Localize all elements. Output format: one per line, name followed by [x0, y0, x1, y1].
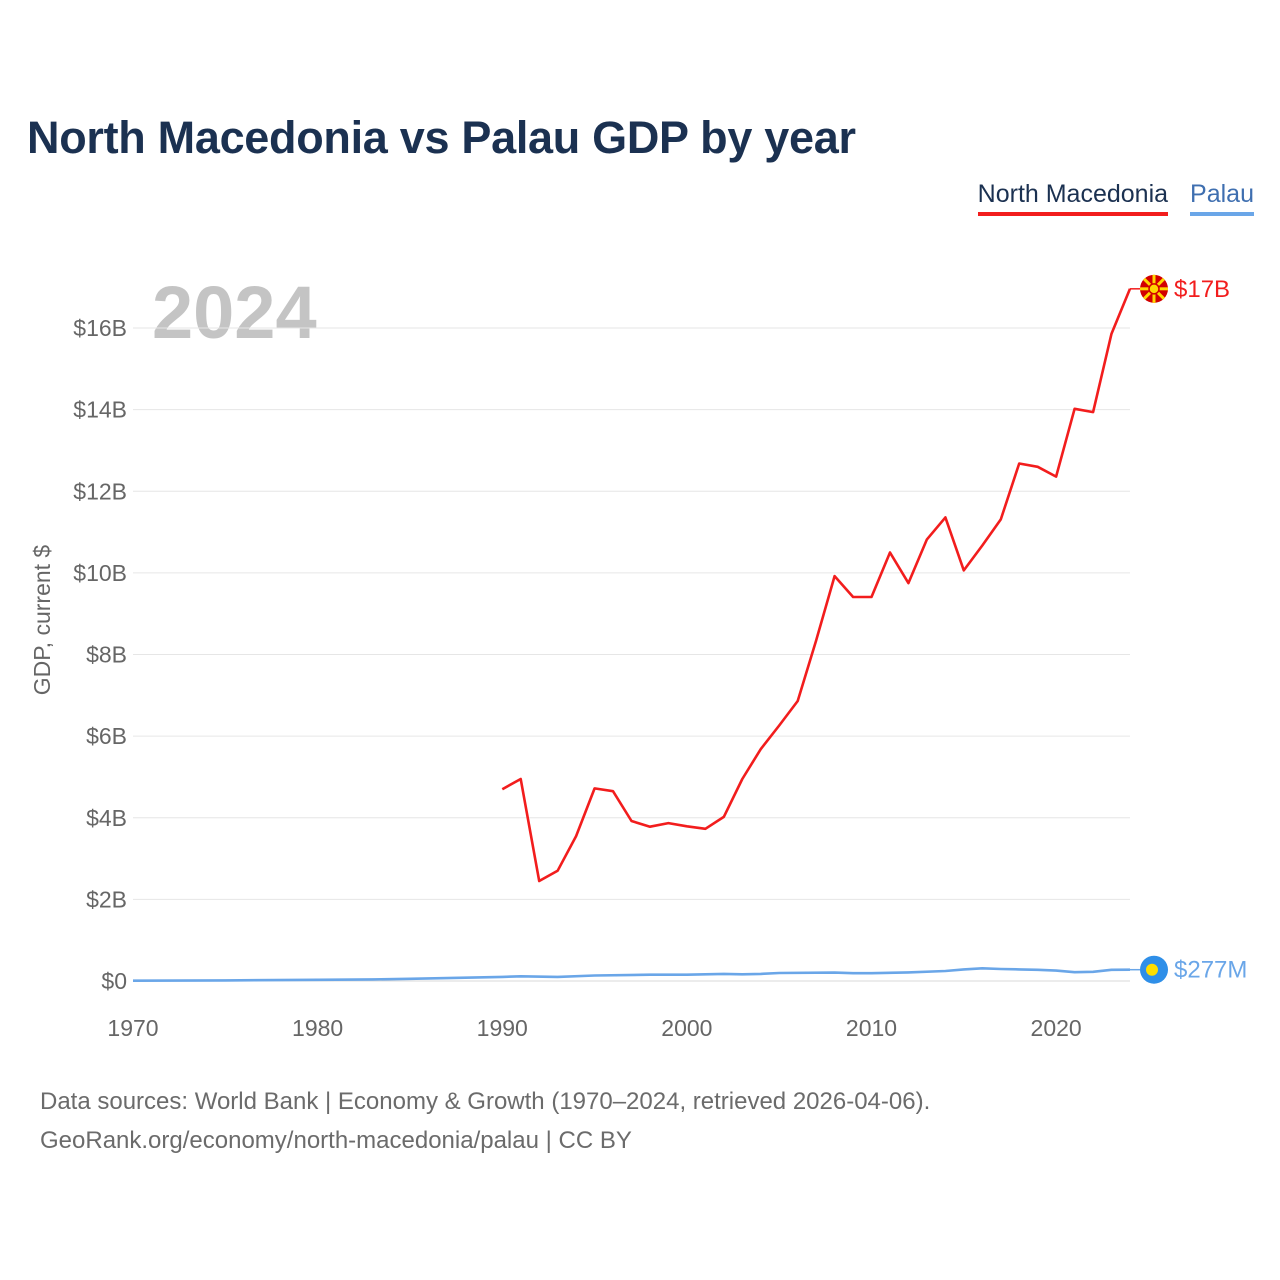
- x-tick-label: 2010: [846, 1015, 897, 1041]
- y-tick-label: $2B: [86, 886, 127, 912]
- y-tick-label: $6B: [86, 723, 127, 749]
- y-tick-label: $16B: [73, 315, 127, 341]
- series-line-palau: [132, 967, 1131, 982]
- legend-item-palau[interactable]: Palau: [1190, 180, 1254, 216]
- chart-title: North Macedonia vs Palau GDP by year: [27, 112, 856, 163]
- source-note: Data sources: World Bank | Economy & Gro…: [40, 1082, 930, 1160]
- x-tick-label: 1980: [292, 1015, 343, 1041]
- x-tick-label: 1970: [107, 1015, 158, 1041]
- y-tick-label: $14B: [73, 397, 127, 423]
- end-label-north-macedonia: $17B: [1174, 276, 1230, 303]
- legend-item-north-macedonia[interactable]: North Macedonia: [977, 180, 1169, 216]
- x-tick-label: 2020: [1031, 1015, 1082, 1041]
- y-tick-label: $10B: [73, 560, 127, 586]
- y-tick-label: $0: [101, 968, 127, 994]
- source-line-2[interactable]: GeoRank.org/economy/north-macedonia/pala…: [40, 1127, 632, 1154]
- end-label-palau: $277M: [1174, 957, 1247, 984]
- year-watermark: 2024: [152, 271, 317, 354]
- legend: North Macedonia Palau: [977, 180, 1254, 216]
- flag-sun: [1148, 283, 1160, 295]
- source-line-1: Data sources: World Bank | Economy & Gro…: [40, 1088, 931, 1115]
- x-tick-label: 2000: [661, 1015, 712, 1041]
- y-axis-title: GDP, current $: [29, 545, 55, 696]
- x-tick-label: 1990: [477, 1015, 528, 1041]
- y-tick-label: $12B: [73, 478, 127, 504]
- y-tick-label: $4B: [86, 805, 127, 831]
- series-line-north-macedonia: [501, 288, 1132, 883]
- y-tick-label: $8B: [86, 642, 127, 668]
- flag-palau-moon: [1146, 963, 1158, 976]
